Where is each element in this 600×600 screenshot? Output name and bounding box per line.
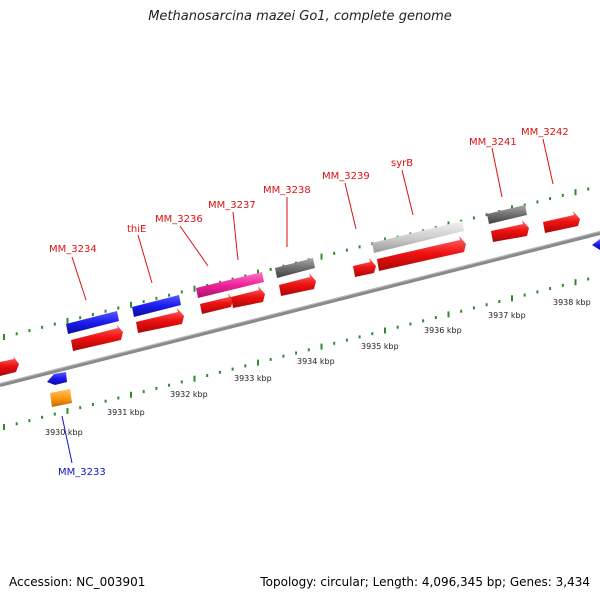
reverse-tick-track — [3, 277, 590, 430]
gene-label-MM_3238[interactable]: MM_3238 — [263, 185, 311, 196]
leader-MM_3236 — [179, 225, 209, 267]
gene-left-edge-arrow[interactable] — [0, 356, 19, 376]
gene-labels: MM_3234 thiE MM_3236 MM_3237 MM_3238 MM_… — [49, 127, 569, 478]
forward-gene-track-inner — [0, 211, 580, 376]
genome-title: Methanosarcina mazei Go1, complete genom… — [148, 9, 452, 24]
tick-label-3938: 3938 kbp — [553, 298, 591, 307]
label-leader-lines — [61, 138, 554, 464]
tick-label-3931: 3931 kbp — [107, 408, 145, 417]
tick-label-3935: 3935 kbp — [361, 342, 399, 351]
leader-MM_3239 — [344, 182, 357, 230]
reverse-gene-track — [47, 239, 600, 407]
tick-label-3930: 3930 kbp — [45, 428, 83, 437]
leader-MM_3233 — [61, 415, 73, 464]
gene-label-thiE[interactable]: thiE — [127, 224, 146, 235]
gene-label-MM_3233[interactable]: MM_3233 — [58, 467, 106, 478]
gene-MM_3236-feature[interactable] — [196, 272, 264, 298]
gene-MM_3234-arrow[interactable] — [71, 324, 123, 351]
accession-text: Accession: NC_003901 — [9, 575, 146, 589]
genome-backbone — [0, 231, 600, 387]
gene-MM_3238-feature[interactable] — [275, 258, 315, 278]
gene-MM_3237-arrow[interactable] — [231, 286, 265, 308]
leader-MM_3237 — [232, 211, 239, 261]
leader-thiE — [137, 234, 153, 284]
gene-label-MM_3236[interactable]: MM_3236 — [155, 214, 203, 225]
genome-info-text: Topology: circular; Length: 4,096,345 bp… — [260, 575, 590, 589]
gene-syrB-arrow[interactable] — [377, 236, 466, 271]
gene-MM_3241-arrow[interactable] — [491, 220, 529, 242]
gene-label-MM_3239[interactable]: MM_3239 — [322, 171, 370, 182]
gene-MM_3239-arrow[interactable] — [353, 258, 376, 277]
gene-label-MM_3242[interactable]: MM_3242 — [521, 127, 569, 138]
tick-label-3937: 3937 kbp — [488, 311, 526, 320]
gene-label-syrB[interactable]: syrB — [391, 158, 413, 169]
gene-MM_3233-feature[interactable] — [50, 389, 72, 407]
forward-gene-track — [66, 205, 527, 334]
leader-MM_3241 — [491, 147, 503, 198]
genome-backbone-highlight — [0, 231, 600, 384]
gene-MM_3242-arrow[interactable] — [543, 211, 580, 233]
tick-label-3934: 3934 kbp — [297, 357, 335, 366]
gene-MM_3236-arrow[interactable] — [200, 293, 233, 314]
gene-label-MM_3237[interactable]: MM_3237 — [208, 200, 256, 211]
gene-MM_3241-feature[interactable] — [487, 205, 527, 224]
leader-MM_3234 — [71, 256, 87, 301]
gene-thiE-feature[interactable] — [132, 295, 181, 317]
coordinate-tick-labels: 3930 kbp 3931 kbp 3932 kbp 3933 kbp 3934… — [45, 298, 591, 437]
tick-label-3933: 3933 kbp — [234, 374, 272, 383]
gene-label-MM_3241[interactable]: MM_3241 — [469, 137, 517, 148]
gene-MM_3238-arrow[interactable] — [279, 273, 316, 296]
gene-MM_3234-feature[interactable] — [66, 311, 119, 334]
gene-label-MM_3234[interactable]: MM_3234 — [49, 244, 97, 255]
gene-MM_3233-arrow[interactable] — [47, 372, 67, 385]
leader-MM_3242 — [542, 138, 554, 185]
leader-syrB — [401, 169, 414, 216]
gene-thiE-arrow[interactable] — [136, 308, 184, 333]
gene-syrB-feature[interactable] — [372, 221, 464, 253]
tick-label-3932: 3932 kbp — [170, 390, 208, 399]
tick-label-3936: 3936 kbp — [424, 326, 462, 335]
forward-tick-track — [3, 187, 590, 340]
gene-right-edge-feature[interactable] — [592, 239, 600, 250]
